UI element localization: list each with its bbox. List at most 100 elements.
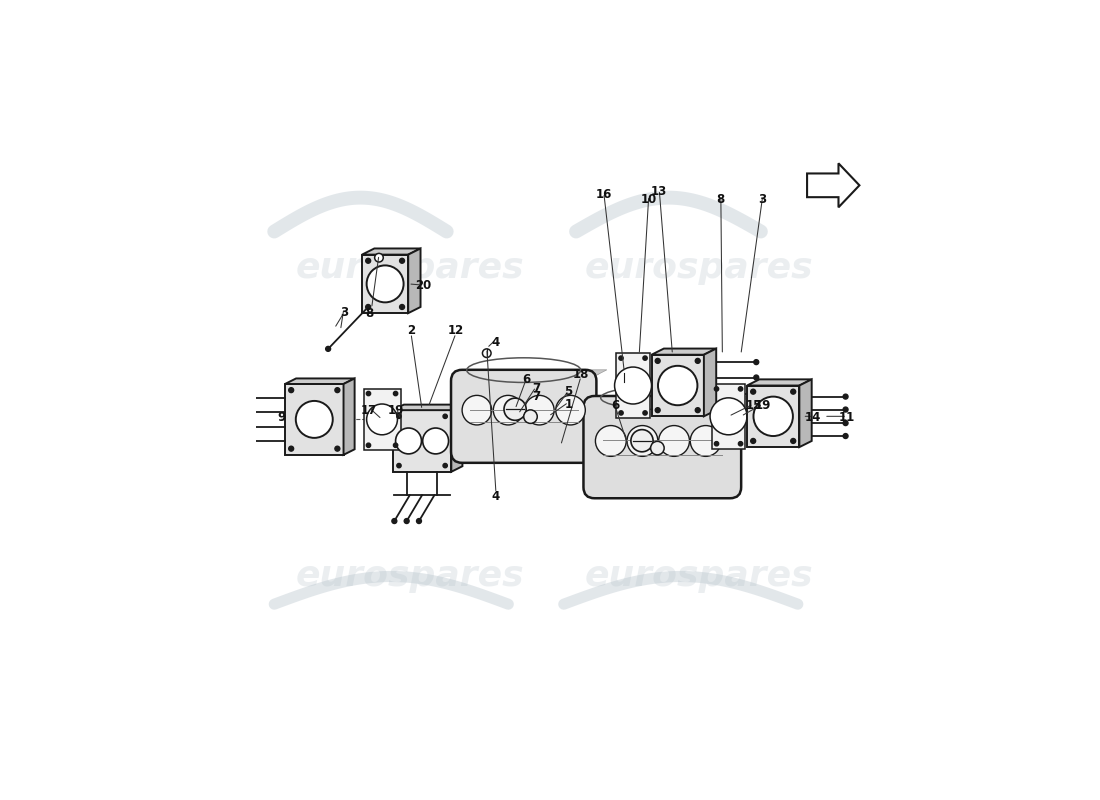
Circle shape <box>595 426 626 456</box>
Text: 16: 16 <box>595 188 612 201</box>
Circle shape <box>493 395 522 425</box>
Circle shape <box>375 254 383 262</box>
Text: eurospares: eurospares <box>585 559 814 594</box>
Text: 2: 2 <box>407 323 415 337</box>
Text: eurospares: eurospares <box>296 559 524 594</box>
Circle shape <box>642 356 647 360</box>
Circle shape <box>397 463 401 468</box>
Text: 1: 1 <box>564 398 573 410</box>
Circle shape <box>791 390 795 394</box>
Circle shape <box>443 463 448 468</box>
Circle shape <box>417 518 421 523</box>
Circle shape <box>524 410 537 423</box>
Circle shape <box>296 401 332 438</box>
Circle shape <box>615 367 651 404</box>
Circle shape <box>246 410 252 414</box>
Text: 17: 17 <box>361 404 376 417</box>
Text: 6: 6 <box>522 373 531 386</box>
Text: 8: 8 <box>365 307 374 320</box>
Polygon shape <box>462 370 607 381</box>
Polygon shape <box>594 396 751 407</box>
Circle shape <box>656 408 660 413</box>
Text: 19: 19 <box>388 404 405 417</box>
Text: 10: 10 <box>640 193 657 206</box>
Circle shape <box>394 443 398 447</box>
Circle shape <box>366 443 371 447</box>
Circle shape <box>658 366 697 406</box>
Circle shape <box>754 391 759 396</box>
Text: eurospares: eurospares <box>585 251 814 286</box>
Text: 3: 3 <box>759 193 767 206</box>
Circle shape <box>754 360 759 365</box>
Circle shape <box>631 430 653 452</box>
Polygon shape <box>462 378 593 381</box>
Text: 4: 4 <box>492 336 500 349</box>
Circle shape <box>525 395 554 425</box>
Circle shape <box>326 346 331 351</box>
Polygon shape <box>451 405 462 472</box>
Polygon shape <box>393 405 462 410</box>
Circle shape <box>642 410 647 415</box>
Circle shape <box>334 446 340 451</box>
Polygon shape <box>408 249 420 313</box>
Circle shape <box>556 395 585 425</box>
Circle shape <box>650 442 664 455</box>
Circle shape <box>366 404 397 435</box>
Text: 12: 12 <box>448 323 464 337</box>
Polygon shape <box>807 163 859 207</box>
Circle shape <box>399 305 405 310</box>
Polygon shape <box>651 354 704 416</box>
Circle shape <box>714 442 718 446</box>
Circle shape <box>656 358 660 363</box>
Polygon shape <box>616 353 650 418</box>
Polygon shape <box>285 378 354 384</box>
Circle shape <box>750 390 756 394</box>
Circle shape <box>791 438 795 443</box>
Polygon shape <box>712 384 746 449</box>
Circle shape <box>619 356 624 360</box>
Text: 7: 7 <box>532 382 540 395</box>
Circle shape <box>738 442 742 446</box>
Text: 3: 3 <box>340 306 348 319</box>
Circle shape <box>404 518 409 523</box>
Circle shape <box>754 406 759 411</box>
Circle shape <box>422 428 449 454</box>
Text: 18: 18 <box>573 368 590 381</box>
Polygon shape <box>343 378 354 455</box>
Circle shape <box>627 426 658 456</box>
FancyBboxPatch shape <box>451 370 596 463</box>
Circle shape <box>843 394 848 399</box>
Polygon shape <box>363 389 400 450</box>
Circle shape <box>738 386 742 391</box>
FancyBboxPatch shape <box>583 396 741 498</box>
Polygon shape <box>747 386 800 447</box>
Polygon shape <box>747 379 812 386</box>
Polygon shape <box>704 349 716 416</box>
Text: 5: 5 <box>564 385 573 398</box>
Text: 8: 8 <box>717 193 725 206</box>
Text: 7: 7 <box>532 390 540 403</box>
Polygon shape <box>800 379 812 447</box>
Circle shape <box>399 258 405 263</box>
Text: 14: 14 <box>805 411 822 424</box>
Text: 6: 6 <box>610 398 619 412</box>
Circle shape <box>246 424 252 430</box>
Circle shape <box>711 398 747 435</box>
Text: 19: 19 <box>755 398 771 412</box>
Circle shape <box>504 398 526 420</box>
Text: eurospares: eurospares <box>296 251 524 286</box>
Polygon shape <box>362 254 408 313</box>
Circle shape <box>397 414 401 418</box>
Circle shape <box>396 428 421 454</box>
Polygon shape <box>594 400 745 407</box>
Circle shape <box>443 414 448 418</box>
Text: 13: 13 <box>651 185 668 198</box>
Circle shape <box>366 266 404 302</box>
Circle shape <box>483 349 491 358</box>
Circle shape <box>695 358 701 363</box>
Circle shape <box>691 426 722 456</box>
Circle shape <box>754 397 793 436</box>
Circle shape <box>754 375 759 380</box>
Circle shape <box>392 518 397 523</box>
Circle shape <box>246 395 252 400</box>
